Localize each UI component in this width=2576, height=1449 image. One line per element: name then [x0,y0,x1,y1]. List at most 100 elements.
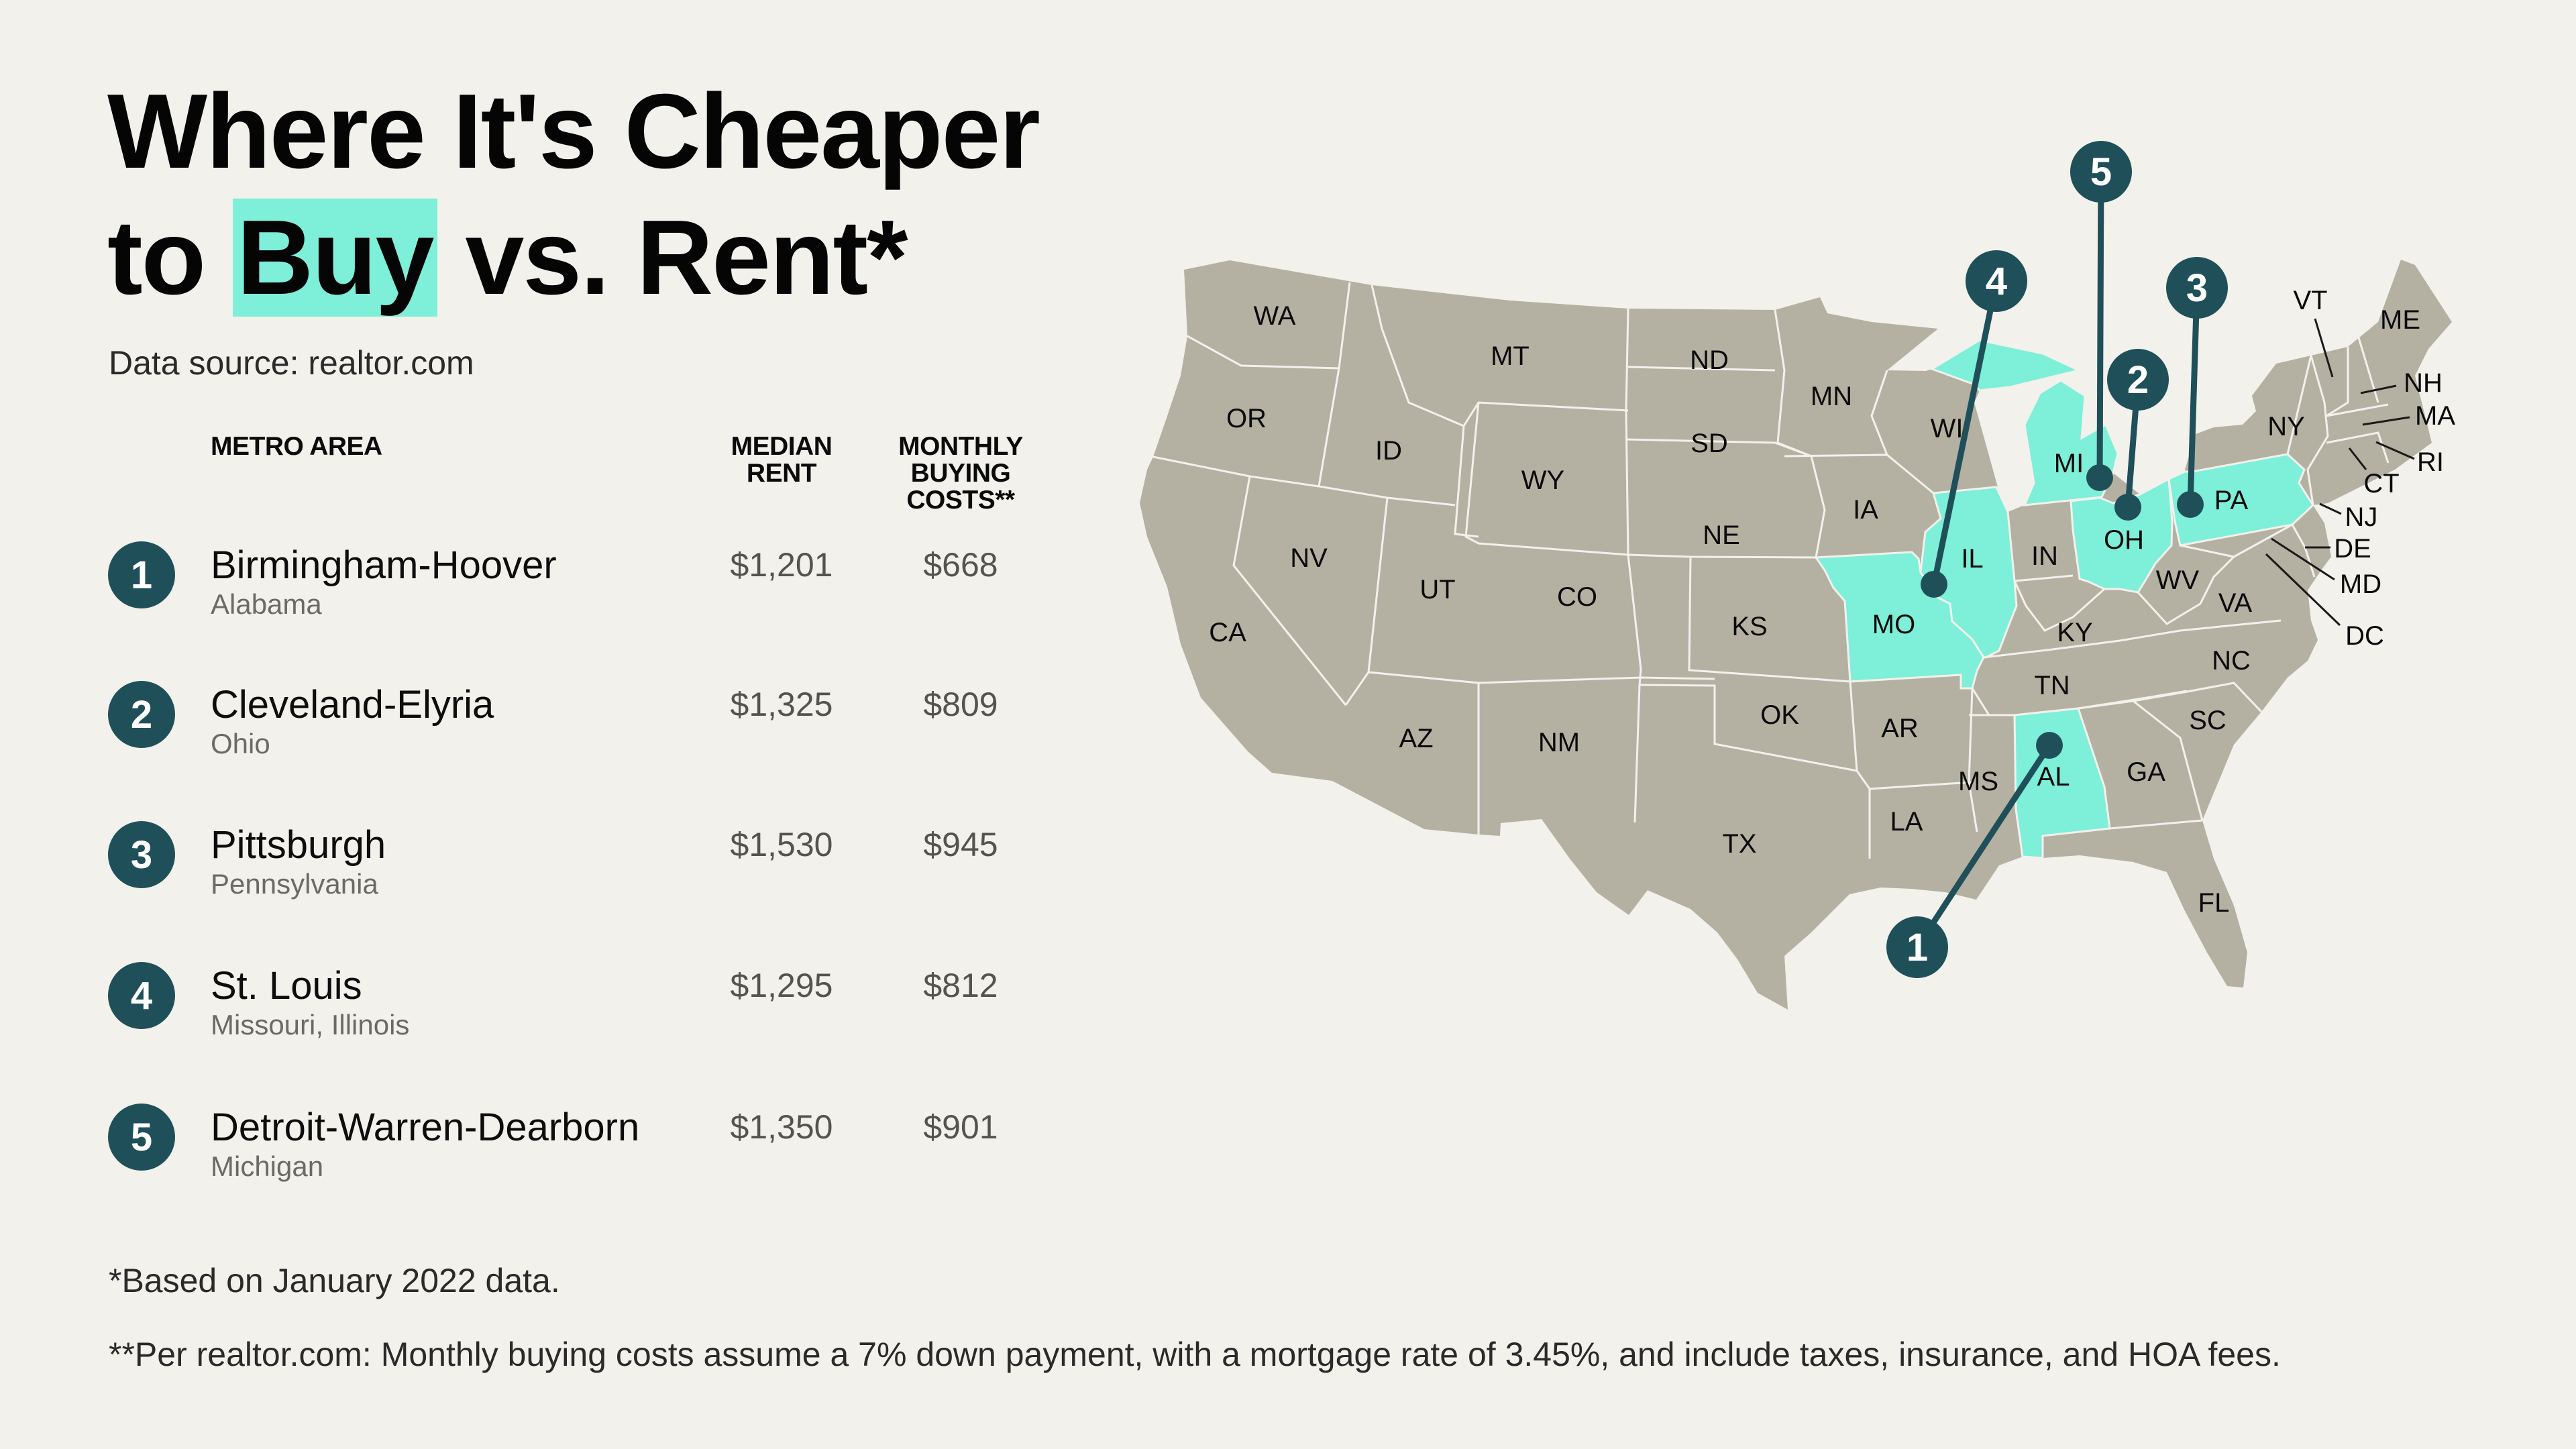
us-outline [1140,260,2452,1010]
title-vs-rent: vs. Rent* [465,199,908,317]
footnote-date: *Based on January 2022 data. [109,1262,560,1299]
marker-badge [2166,257,2228,319]
state-label: NH [2404,368,2443,398]
median-rent-value: $1,325 [730,686,833,723]
marker-number: 5 [2090,150,2112,194]
table-row: 2 Cleveland-Elyria Ohio $1,325 $809 [0,681,1073,788]
state-label: AZ [1399,724,1433,753]
state-label: MD [2340,570,2381,599]
header-metro-area: METRO AREA [211,432,382,461]
state-label: NE [1703,521,1740,550]
monthly-buying-value: $901 [923,1108,998,1146]
monthly-buying-value: $809 [923,686,998,723]
median-rent-value: $1,201 [730,546,833,584]
metro-name: Birmingham-Hoover [211,543,557,587]
metro-name: St. Louis [211,964,362,1008]
marker-number: 3 [2186,266,2208,310]
state-borders [1152,282,2390,859]
state-label: AL [2037,762,2070,792]
table-row: 5 Detroit-Warren-Dearborn Michigan $1,35… [0,1104,1073,1211]
state-label: OH [2104,525,2144,555]
state-label: MI [2054,449,2084,478]
title-line-1: Where It's Cheaper [107,72,1040,191]
marker-dot [2086,464,2113,491]
title-highlight-buy: Buy [233,199,437,317]
state-label: IL [1961,544,1983,574]
state-label: CO [1557,582,1597,612]
state-label: NY [2267,412,2305,441]
state-label: MS [1958,767,1998,796]
marker-dot [2036,732,2063,759]
header-median-rent: MEDIAN RENT [714,433,849,487]
monthly-buying-value: $945 [923,826,998,863]
rank-badge: 3 [108,821,175,888]
header-buy-line3: COSTS** [906,486,1015,515]
marker-badge [1966,250,2027,312]
marker-3: 3 [2166,257,2228,518]
metro-state: Pennsylvania [211,868,378,900]
state-label: KS [1731,612,1767,641]
marker-number: 2 [2127,358,2149,402]
marker-4: 4 [1921,250,2027,598]
table-row: 1 Birmingham-Hoover Alabama $1,201 $668 [0,541,1073,649]
rank-badge: 4 [108,962,175,1029]
header-monthly-buying-costs: MONTHLY BUYING COSTS** [880,433,1041,514]
state-label: VT [2293,286,2327,315]
metro-name: Cleveland-Elyria [211,683,494,727]
footnote-methodology: **Per realtor.com: Monthly buying costs … [109,1336,2281,1373]
state-label: TX [1722,829,1756,859]
table-row: 3 Pittsburgh Pennsylvania $1,530 $945 [0,821,1073,928]
marker-5: 5 [2070,141,2132,491]
state-label: IN [2031,541,2058,571]
marker-2: 2 [2107,349,2169,521]
rank-badge: 5 [108,1104,175,1171]
state-labels: WA OR CA NV ID MT WY UT CO AZ NM ND SD N… [1209,286,2455,918]
metro-state: Alabama [211,588,322,620]
marker-dot [2114,494,2141,521]
table-row: 4 St. Louis Missouri, Illinois $1,295 $8… [0,962,1073,1069]
state-label: NC [2212,646,2251,676]
title-line-2: to Buy vs. Rent* [107,195,1039,321]
state-label: WY [1521,466,1564,495]
state-label: RI [2417,447,2444,477]
marker-number: 4 [1986,260,2007,303]
state-label: NV [1290,543,1328,573]
state-label: MT [1491,341,1529,371]
marker-dot [1921,571,1947,598]
state-label: CA [1209,618,1246,647]
state-label: DC [2345,621,2384,651]
state-label: TN [2034,671,2070,700]
state-label: IA [1853,495,1878,525]
header-buy-line1: MONTHLY [898,432,1023,461]
header-buy-line2: BUYING [910,459,1011,488]
monthly-buying-value: $668 [923,546,998,584]
state-label: LA [1890,807,1923,837]
map-markers: 1 2 3 4 5 [1886,141,2228,978]
state-label: WV [2156,566,2200,595]
state-label: PA [2214,486,2249,515]
state-label: NJ [2345,502,2378,532]
rank-badge: 1 [108,541,175,608]
state-label: UT [1419,575,1455,604]
state-label: GA [2127,757,2165,787]
page-title: Where It's Cheaper to Buy vs. Rent* [107,68,1040,321]
state-label: MA [2415,401,2455,431]
header-median-rent-line2: RENT [746,459,817,488]
state-label: OR [1226,404,1267,433]
metro-state: Michigan [211,1150,324,1182]
median-rent-value: $1,530 [730,826,833,863]
marker-badge [2070,141,2132,203]
rank-badge: 2 [108,681,175,748]
title-to: to [107,199,206,317]
marker-badge [1886,916,1948,978]
state-label: KY [2057,618,2092,647]
metro-state: Missouri, Illinois [211,1009,410,1040]
metro-name: Pittsburgh [211,823,386,867]
marker-1: 1 [1886,732,2063,978]
leader-lines [2265,318,2415,627]
state-label: WA [1254,301,1296,331]
state-label: VA [2218,588,2253,618]
marker-dot [2177,491,2204,518]
state-label: NM [1538,728,1580,757]
